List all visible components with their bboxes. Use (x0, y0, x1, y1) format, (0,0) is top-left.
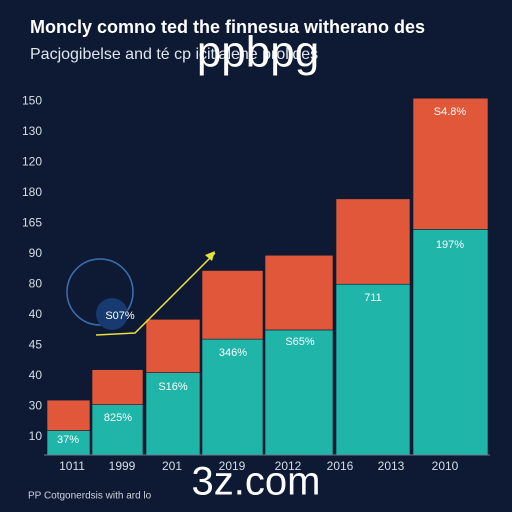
watermark: 3z.com (192, 460, 321, 504)
bar-segment (91, 369, 144, 405)
overlay: 37% 825% S16% 346% S65% 711 197% S4.8% S07% (57, 106, 466, 446)
x-tick-label: 2010 (432, 459, 459, 473)
y-tick-label: 80 (29, 276, 43, 290)
plot: 10 30 40 45 40 80 90 165 180 120 130 150 1011 1999 201… (22, 93, 490, 473)
x-tick-label: 1011 (59, 459, 85, 473)
x-tick-label: 2019 (219, 459, 246, 473)
x-tick-label: 201 (162, 459, 182, 473)
y-tick-label: 45 (29, 337, 43, 351)
bar-segment (412, 229, 489, 456)
decor-dot (96, 298, 128, 330)
x-tick-label: 2012 (275, 459, 302, 473)
y-tick-label: 90 (29, 246, 43, 260)
annotation: 825% (104, 412, 132, 424)
bar-segment (145, 372, 201, 456)
y-tick-label: 10 (29, 429, 43, 443)
y-tick-label: 165 (22, 215, 42, 229)
y-tick-label: 40 (29, 307, 43, 321)
y-tick-label: 30 (29, 398, 43, 412)
decor-arrow-head (205, 251, 215, 261)
bar-segment (264, 254, 334, 331)
annotation: 197% (436, 239, 464, 251)
y-tick-label: 150 (22, 93, 42, 107)
x-tick-label: 1999 (109, 459, 136, 473)
y-tick-label: 40 (29, 368, 43, 382)
chart-subtitle: Pacjogibelse and té cp icitialene prolid… (30, 46, 318, 63)
annotation: 346% (219, 347, 247, 359)
annotation: S4.8% (434, 106, 467, 118)
decor-arrow (95, 252, 216, 336)
annotation: S07% (105, 310, 135, 322)
x-tick-label: 2013 (378, 459, 405, 473)
y-tick-label: 180 (22, 185, 42, 199)
footer: PP Cotgonerdsis with ard lo (28, 491, 152, 502)
annotation: S65% (285, 336, 315, 348)
x-tick-label: 2016 (327, 459, 354, 473)
annotation: 711 (364, 292, 382, 304)
bar-segment (264, 329, 334, 456)
chart-title: Moncly comno ted the finnesua witherano … (30, 17, 425, 37)
bar-segment (201, 270, 264, 340)
bar-segment (145, 318, 201, 373)
bar-segment (46, 399, 91, 431)
watermark: ppbpg (197, 28, 319, 77)
annotation: S16% (158, 381, 188, 393)
bar-segment (335, 283, 411, 456)
bar-segment (335, 198, 411, 285)
y-tick-label: 130 (22, 124, 42, 138)
y-tick-label: 120 (22, 154, 42, 168)
bar-segment (412, 97, 489, 230)
annotation: 37% (57, 434, 79, 446)
decor-circle (66, 258, 134, 326)
